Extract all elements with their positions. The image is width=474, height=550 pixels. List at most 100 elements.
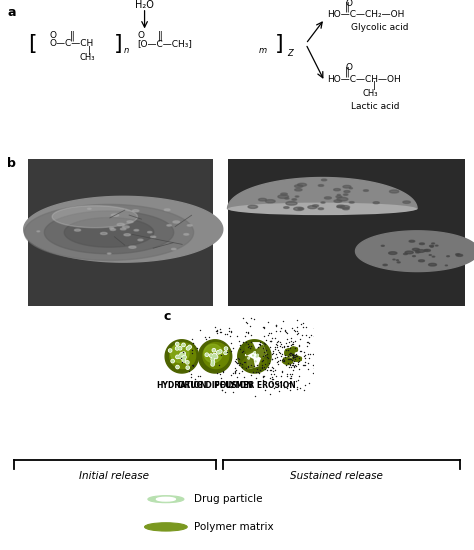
Circle shape [212,349,216,352]
Circle shape [219,350,222,353]
Text: O: O [137,31,145,40]
Circle shape [349,188,353,189]
Polygon shape [290,347,298,352]
Text: |: | [88,46,91,55]
Circle shape [337,194,340,195]
Circle shape [373,202,379,204]
Circle shape [100,233,107,235]
Circle shape [383,264,387,266]
Polygon shape [64,218,154,247]
Circle shape [122,226,129,228]
Circle shape [134,229,139,231]
Circle shape [176,343,179,345]
Text: Lactic acid: Lactic acid [351,102,399,111]
Ellipse shape [228,202,417,215]
Circle shape [151,236,156,238]
Circle shape [424,249,430,251]
Text: Sustained release: Sustained release [290,471,383,481]
Circle shape [210,355,212,356]
Circle shape [224,351,227,354]
Circle shape [182,359,185,362]
Circle shape [364,190,368,191]
Circle shape [212,364,213,365]
Text: ‖: ‖ [345,66,350,76]
Circle shape [321,179,327,181]
Circle shape [132,210,139,212]
Circle shape [419,243,424,245]
Circle shape [187,348,189,349]
Circle shape [248,205,258,208]
Circle shape [111,214,118,216]
Circle shape [343,185,351,188]
Circle shape [432,256,435,257]
Circle shape [258,199,266,201]
Circle shape [176,348,178,349]
Circle shape [344,190,350,192]
Circle shape [212,361,214,363]
Circle shape [419,260,425,262]
Circle shape [295,196,299,197]
Circle shape [337,206,342,208]
Circle shape [218,351,219,353]
Circle shape [295,189,302,191]
Circle shape [120,228,126,230]
Circle shape [319,185,324,186]
FancyBboxPatch shape [28,159,213,306]
Circle shape [189,346,191,348]
Circle shape [334,189,340,191]
Circle shape [349,201,354,203]
Circle shape [403,254,407,255]
Circle shape [88,208,91,210]
Text: HO—C—CH₂—OH: HO—C—CH₂—OH [327,10,404,19]
Circle shape [182,352,185,355]
Circle shape [336,196,342,197]
Circle shape [186,366,189,369]
Text: [O—C—CH₃]: [O—C—CH₃] [137,40,192,48]
Circle shape [396,260,399,261]
Circle shape [393,259,395,260]
Circle shape [181,356,184,360]
Circle shape [186,361,189,364]
Circle shape [147,232,152,233]
Circle shape [171,360,174,362]
Circle shape [337,205,345,207]
Circle shape [211,361,215,364]
Circle shape [183,356,185,358]
Circle shape [206,354,208,356]
Polygon shape [285,349,294,356]
Text: n: n [124,46,129,56]
Circle shape [430,246,433,247]
Circle shape [412,256,415,257]
Circle shape [213,354,216,358]
Circle shape [397,262,400,263]
Polygon shape [25,205,194,260]
Polygon shape [259,358,266,368]
Circle shape [321,202,325,203]
Circle shape [255,361,256,362]
Text: b: b [7,157,16,170]
Circle shape [169,349,172,352]
Circle shape [334,200,342,202]
Polygon shape [283,358,293,365]
Text: O: O [50,31,57,40]
Circle shape [176,356,178,358]
Circle shape [425,250,428,251]
Circle shape [179,348,181,349]
Circle shape [265,200,275,203]
Circle shape [294,207,304,211]
Circle shape [74,229,81,231]
Circle shape [172,360,173,362]
Polygon shape [242,356,255,369]
Circle shape [187,367,189,368]
Circle shape [248,358,249,359]
Circle shape [129,246,136,248]
Circle shape [252,355,254,356]
Circle shape [169,350,171,351]
Text: ‖: ‖ [157,30,162,41]
Circle shape [145,522,187,531]
Circle shape [124,234,130,236]
Circle shape [219,350,221,353]
Circle shape [213,349,215,351]
Circle shape [156,497,175,501]
Text: ‖: ‖ [345,2,350,12]
